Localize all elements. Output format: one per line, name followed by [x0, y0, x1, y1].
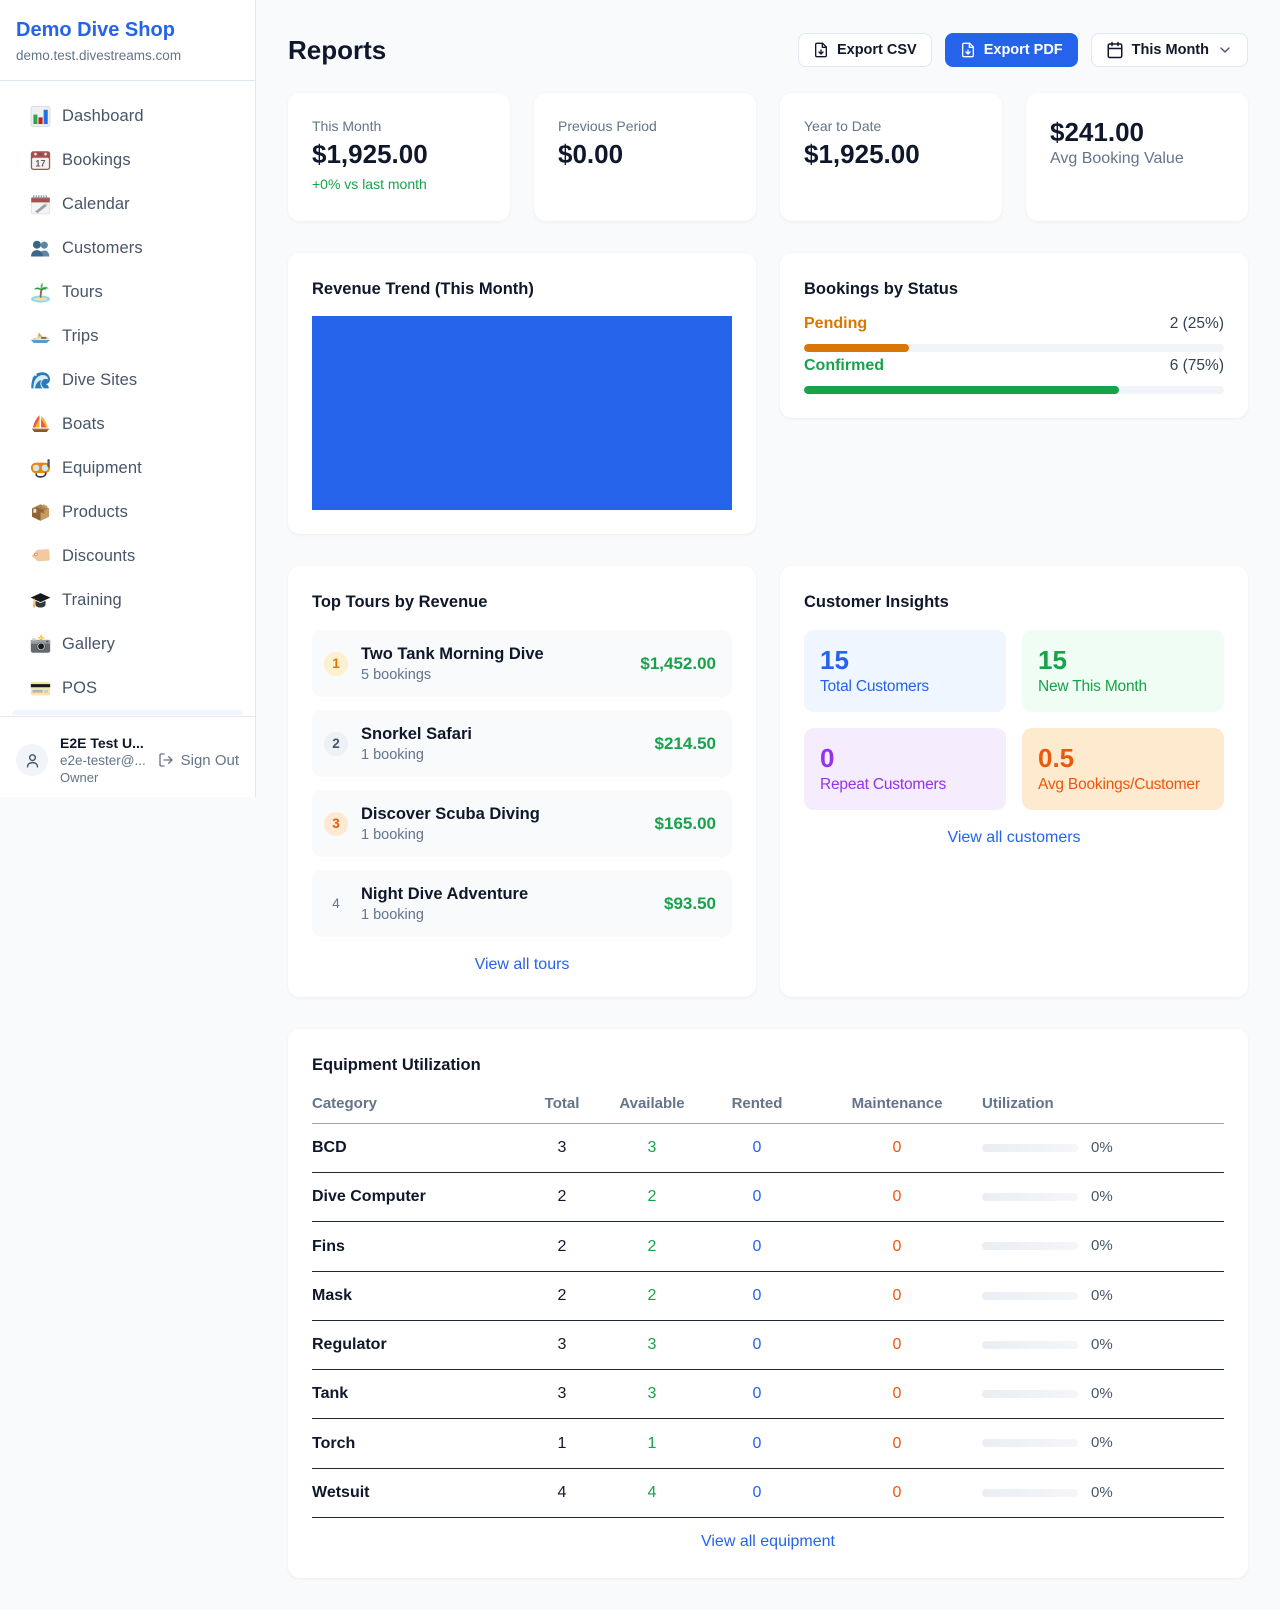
svg-text:17: 17 [35, 158, 45, 168]
